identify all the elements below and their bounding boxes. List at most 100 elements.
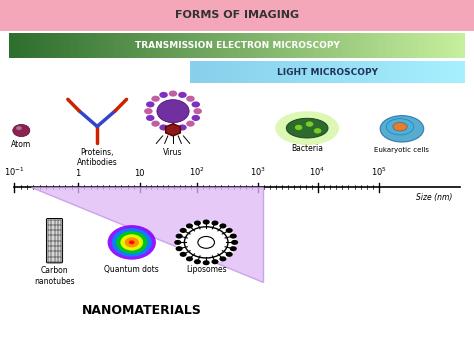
Bar	[351, 61, 356, 83]
Text: Atom: Atom	[11, 140, 31, 149]
Bar	[365, 61, 369, 83]
Circle shape	[194, 259, 201, 264]
Bar	[342, 33, 347, 58]
Bar	[279, 61, 283, 83]
Bar	[292, 61, 297, 83]
Circle shape	[120, 234, 143, 251]
Circle shape	[186, 96, 195, 102]
Bar	[306, 61, 311, 83]
Bar	[50, 33, 56, 58]
Bar	[283, 61, 287, 83]
Bar	[118, 33, 124, 58]
Bar	[0, 0, 474, 31]
Bar	[231, 61, 235, 83]
Bar	[310, 61, 314, 83]
Bar	[69, 33, 74, 58]
Bar	[457, 61, 462, 83]
Bar	[333, 33, 338, 58]
Bar	[100, 33, 106, 58]
Bar	[416, 61, 421, 83]
Bar	[105, 33, 110, 58]
Bar	[372, 61, 376, 83]
Text: Size (nm): Size (nm)	[416, 193, 453, 202]
Bar	[193, 61, 197, 83]
Bar	[273, 33, 279, 58]
Circle shape	[144, 108, 153, 114]
Text: 1: 1	[75, 169, 81, 178]
Bar	[87, 33, 92, 58]
Circle shape	[146, 115, 155, 121]
Bar	[383, 33, 388, 58]
Bar	[224, 61, 228, 83]
Circle shape	[194, 220, 201, 225]
Circle shape	[13, 124, 30, 137]
Bar	[346, 33, 352, 58]
Bar	[442, 33, 447, 58]
Bar	[201, 33, 206, 58]
Bar	[220, 61, 225, 83]
Bar	[200, 61, 204, 83]
Bar	[301, 33, 306, 58]
Bar	[151, 33, 156, 58]
Bar	[219, 33, 224, 58]
Circle shape	[180, 252, 187, 257]
Circle shape	[186, 256, 193, 261]
Bar	[248, 61, 252, 83]
Circle shape	[175, 234, 182, 239]
Circle shape	[191, 115, 200, 121]
Text: Bacteria: Bacteria	[291, 144, 323, 154]
Bar	[146, 33, 152, 58]
Circle shape	[186, 121, 195, 127]
Bar	[14, 33, 19, 58]
Bar	[428, 33, 434, 58]
Bar	[296, 33, 301, 58]
Bar	[114, 33, 119, 58]
Bar	[64, 33, 70, 58]
Bar	[423, 61, 428, 83]
Circle shape	[226, 252, 233, 257]
Bar	[214, 61, 218, 83]
Bar	[255, 61, 259, 83]
Circle shape	[157, 100, 189, 123]
Bar	[128, 33, 133, 58]
Bar	[389, 61, 393, 83]
Bar	[437, 61, 441, 83]
Bar	[399, 61, 403, 83]
Ellipse shape	[380, 116, 424, 142]
Bar	[196, 33, 201, 58]
Bar	[223, 33, 229, 58]
Circle shape	[169, 91, 177, 97]
Bar	[27, 33, 33, 58]
Bar	[210, 61, 215, 83]
Bar	[82, 33, 88, 58]
Bar	[289, 61, 293, 83]
Bar	[405, 33, 411, 58]
Bar	[187, 33, 192, 58]
Bar	[460, 33, 465, 58]
Bar	[23, 33, 28, 58]
Bar	[228, 33, 233, 58]
Bar	[160, 33, 165, 58]
Bar	[246, 33, 252, 58]
Circle shape	[178, 92, 187, 98]
Bar	[430, 61, 435, 83]
Bar	[401, 33, 406, 58]
Bar	[258, 61, 263, 83]
Bar	[324, 61, 328, 83]
Bar	[73, 33, 79, 58]
Text: $10^{4}$: $10^{4}$	[310, 166, 326, 178]
Text: TRANSMISSION ELECTRON MICROSCOPY: TRANSMISSION ELECTRON MICROSCOPY	[135, 41, 339, 50]
Bar	[242, 33, 247, 58]
Circle shape	[116, 231, 147, 254]
Text: $10^{5}$: $10^{5}$	[371, 166, 387, 178]
Bar	[368, 61, 373, 83]
Text: Carbon
nanotubes: Carbon nanotubes	[34, 266, 75, 285]
Bar	[328, 33, 334, 58]
Circle shape	[174, 240, 181, 245]
Text: LIGHT MICROSCOPY: LIGHT MICROSCOPY	[276, 67, 378, 77]
Bar	[323, 33, 329, 58]
Circle shape	[314, 128, 321, 134]
Bar	[292, 33, 297, 58]
Bar	[303, 61, 307, 83]
Text: $10^{-1}$: $10^{-1}$	[4, 166, 25, 178]
